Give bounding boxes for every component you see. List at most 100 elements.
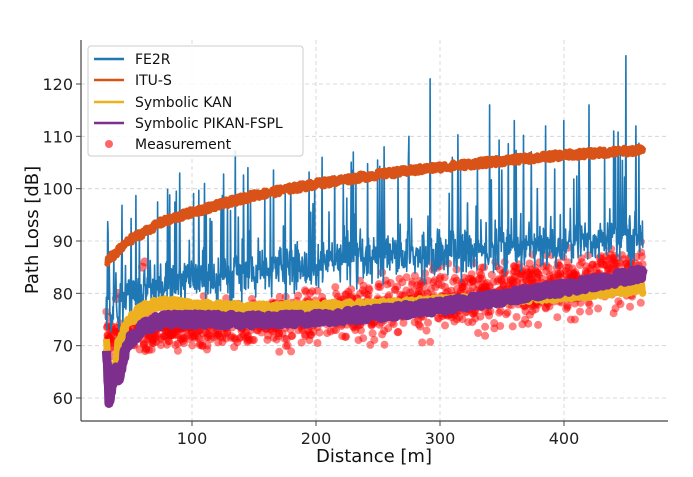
legend-label-measurement: Measurement: [135, 137, 232, 153]
legend-marker-measurement: [105, 140, 113, 148]
measurement-point: [218, 338, 227, 346]
measurement-point: [213, 330, 222, 339]
y-tick-label: 100: [42, 180, 73, 199]
symbolic-pikan-fspl-line: [101, 264, 648, 408]
measurement-point: [562, 304, 571, 313]
measurement-point: [418, 338, 427, 347]
legend-item-fe2r: FE2R: [94, 52, 171, 68]
measurement-point: [193, 332, 202, 341]
measurement-point: [474, 329, 483, 337]
measurement-point: [370, 335, 379, 344]
measurement-point: [427, 284, 436, 293]
measurement-point: [588, 260, 597, 269]
legend-label-fe2r: FE2R: [135, 52, 171, 68]
x-ticks: 100 200 300 400: [177, 421, 580, 448]
legend: FE2R ITU-S Symbolic KAN Symbolic PIKAN-F…: [87, 45, 304, 157]
measurement-point: [376, 283, 385, 291]
measurement-point: [508, 322, 517, 331]
measurement-point: [344, 287, 353, 296]
measurement-point: [306, 330, 315, 339]
measurement-point: [188, 341, 197, 350]
measurement-point: [313, 339, 322, 347]
measurement-point: [471, 314, 480, 323]
y-tick-label: 110: [42, 127, 73, 146]
measurement-point: [287, 347, 296, 356]
measurement-point: [636, 298, 645, 307]
measurement-point: [282, 335, 291, 343]
measurement-point: [165, 330, 174, 339]
measurement-point: [495, 308, 504, 317]
measurement-point: [177, 335, 186, 344]
legend-label-symbolic-pikan-fspl: Symbolic PIKAN-FSPL: [135, 116, 283, 132]
measurement-point: [441, 321, 449, 330]
x-axis-label: Distance [m]: [316, 446, 432, 467]
x-tick-label: 200: [301, 429, 332, 448]
measurement-point: [525, 259, 534, 268]
measurement-point: [354, 336, 363, 345]
x-tick-label: 300: [425, 429, 456, 448]
y-tick-label: 60: [53, 389, 73, 408]
measurement-point: [481, 282, 490, 291]
x-tick-label: 400: [549, 429, 580, 448]
measurement-point: [545, 302, 554, 311]
measurement-point: [576, 261, 584, 269]
measurement-point: [364, 284, 373, 293]
measurement-point: [604, 254, 613, 263]
measurement-point: [576, 307, 584, 316]
y-axis-label: Path Loss [dB]: [22, 166, 43, 294]
measurement-point: [152, 337, 161, 346]
y-tick-label: 120: [42, 75, 73, 94]
legend-item-itu-s: ITU-S: [94, 73, 172, 89]
measurement-point: [429, 278, 438, 287]
measurement-point: [458, 283, 467, 292]
series-fe2r: [105, 54, 644, 333]
measurement-point: [518, 320, 527, 329]
measurement-point: [402, 286, 411, 295]
measurement-point: [455, 313, 464, 322]
measurement-point: [153, 330, 161, 339]
measurement-point: [140, 340, 149, 349]
measurement-point: [496, 322, 505, 330]
measurement-point: [408, 287, 417, 296]
measurement-point: [509, 279, 518, 288]
measurement-point: [481, 322, 490, 331]
measurement-point: [378, 330, 387, 339]
measurement-point: [416, 322, 425, 331]
measurement-point: [207, 335, 215, 343]
measurement-point: [485, 311, 494, 320]
legend-box: [87, 45, 304, 157]
measurement-point: [135, 345, 144, 354]
y-ticks: 60 70 80 90 100 110 120: [42, 75, 81, 408]
measurement-point: [503, 308, 512, 317]
measurement-point: [398, 278, 407, 287]
legend-item-symbolic-kan: Symbolic KAN: [94, 95, 232, 111]
measurement-point: [399, 318, 408, 327]
x-tick-label: 100: [177, 429, 208, 448]
measurement-point: [626, 302, 634, 311]
measurement-point: [478, 274, 487, 283]
measurement-point: [512, 313, 521, 321]
measurement-point: [582, 262, 591, 271]
measurement-point: [230, 343, 239, 351]
measurement-point: [449, 277, 458, 286]
measurement-point: [426, 337, 435, 346]
measurement-point: [394, 327, 403, 336]
measurement-point: [553, 313, 562, 322]
measurement-point: [585, 307, 594, 316]
measurement-point: [554, 271, 563, 280]
series-symbolic-pikan-fspl: [101, 264, 648, 408]
measurement-point: [313, 286, 322, 295]
measurement-point: [490, 319, 499, 327]
measurement-point: [443, 287, 452, 296]
measurement-point: [390, 285, 399, 294]
measurement-point: [422, 326, 431, 335]
measurement-point: [555, 261, 564, 270]
measurement-point: [163, 340, 171, 349]
measurement-point: [594, 304, 603, 313]
y-tick-label: 90: [53, 232, 73, 251]
measurement-point: [414, 315, 423, 324]
measurement-point: [464, 318, 473, 327]
legend-label-symbolic-kan: Symbolic KAN: [135, 95, 232, 111]
legend-item-measurement: Measurement: [105, 137, 232, 153]
y-tick-label: 70: [53, 337, 73, 356]
